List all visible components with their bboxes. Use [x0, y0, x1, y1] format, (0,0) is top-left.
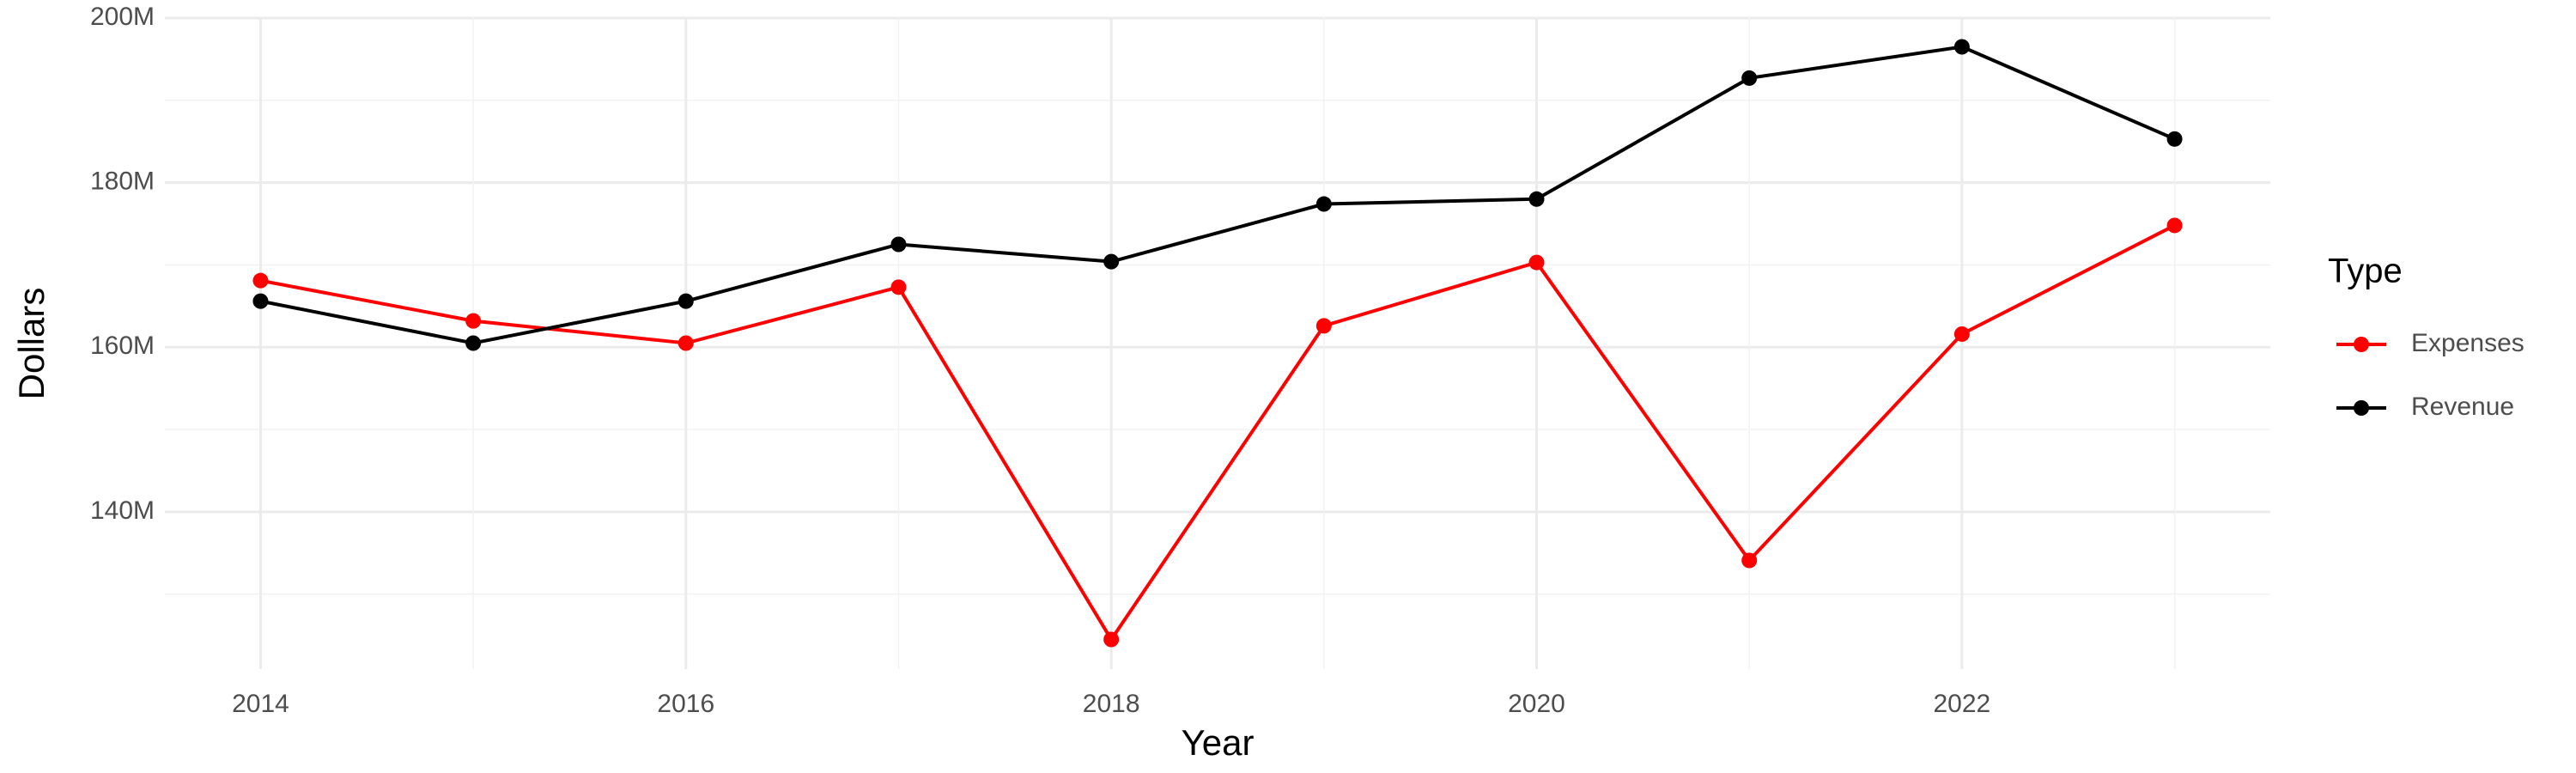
legend-label: Expenses [2411, 329, 2524, 357]
data-point [2166, 131, 2183, 147]
data-point [1741, 552, 1758, 569]
x-tick-label: 2022 [1933, 690, 1990, 718]
data-point [465, 335, 482, 351]
data-point [252, 293, 269, 309]
data-point [252, 272, 269, 289]
data-point [1953, 39, 1970, 55]
data-point [1315, 196, 1332, 212]
data-point [1315, 318, 1332, 334]
y-tick-label: 140M [90, 496, 155, 525]
data-point [1528, 191, 1545, 207]
data-point [890, 279, 907, 295]
data-point [677, 293, 694, 309]
y-tick-label: 160M [90, 332, 155, 360]
x-tick-label: 2018 [1083, 690, 1140, 718]
y-axis-title: Dollars [11, 288, 52, 400]
x-tick-label: 2020 [1508, 690, 1565, 718]
legend-label: Revenue [2411, 393, 2514, 421]
data-point [1953, 326, 1970, 342]
data-point [677, 335, 694, 351]
data-point [1741, 70, 1758, 86]
legend-swatch-point [2354, 400, 2369, 416]
data-point [890, 236, 907, 253]
data-point [2166, 217, 2183, 234]
series-line [260, 223, 2176, 643]
y-tick-label: 200M [90, 3, 155, 31]
x-axis-title: Year [1182, 722, 1255, 763]
plot-area [252, 39, 2183, 648]
y-tick-label: 180M [90, 167, 155, 196]
data-point [1528, 254, 1545, 271]
x-tick-label: 2014 [232, 690, 289, 718]
legend-swatch-point [2354, 337, 2369, 352]
data-point [465, 313, 482, 329]
legend-title: Type [2328, 253, 2403, 290]
grid [165, 16, 2270, 669]
data-point [1103, 631, 1120, 648]
data-point [1103, 253, 1120, 270]
x-tick-label: 2016 [657, 690, 714, 718]
series-line [260, 45, 2176, 345]
